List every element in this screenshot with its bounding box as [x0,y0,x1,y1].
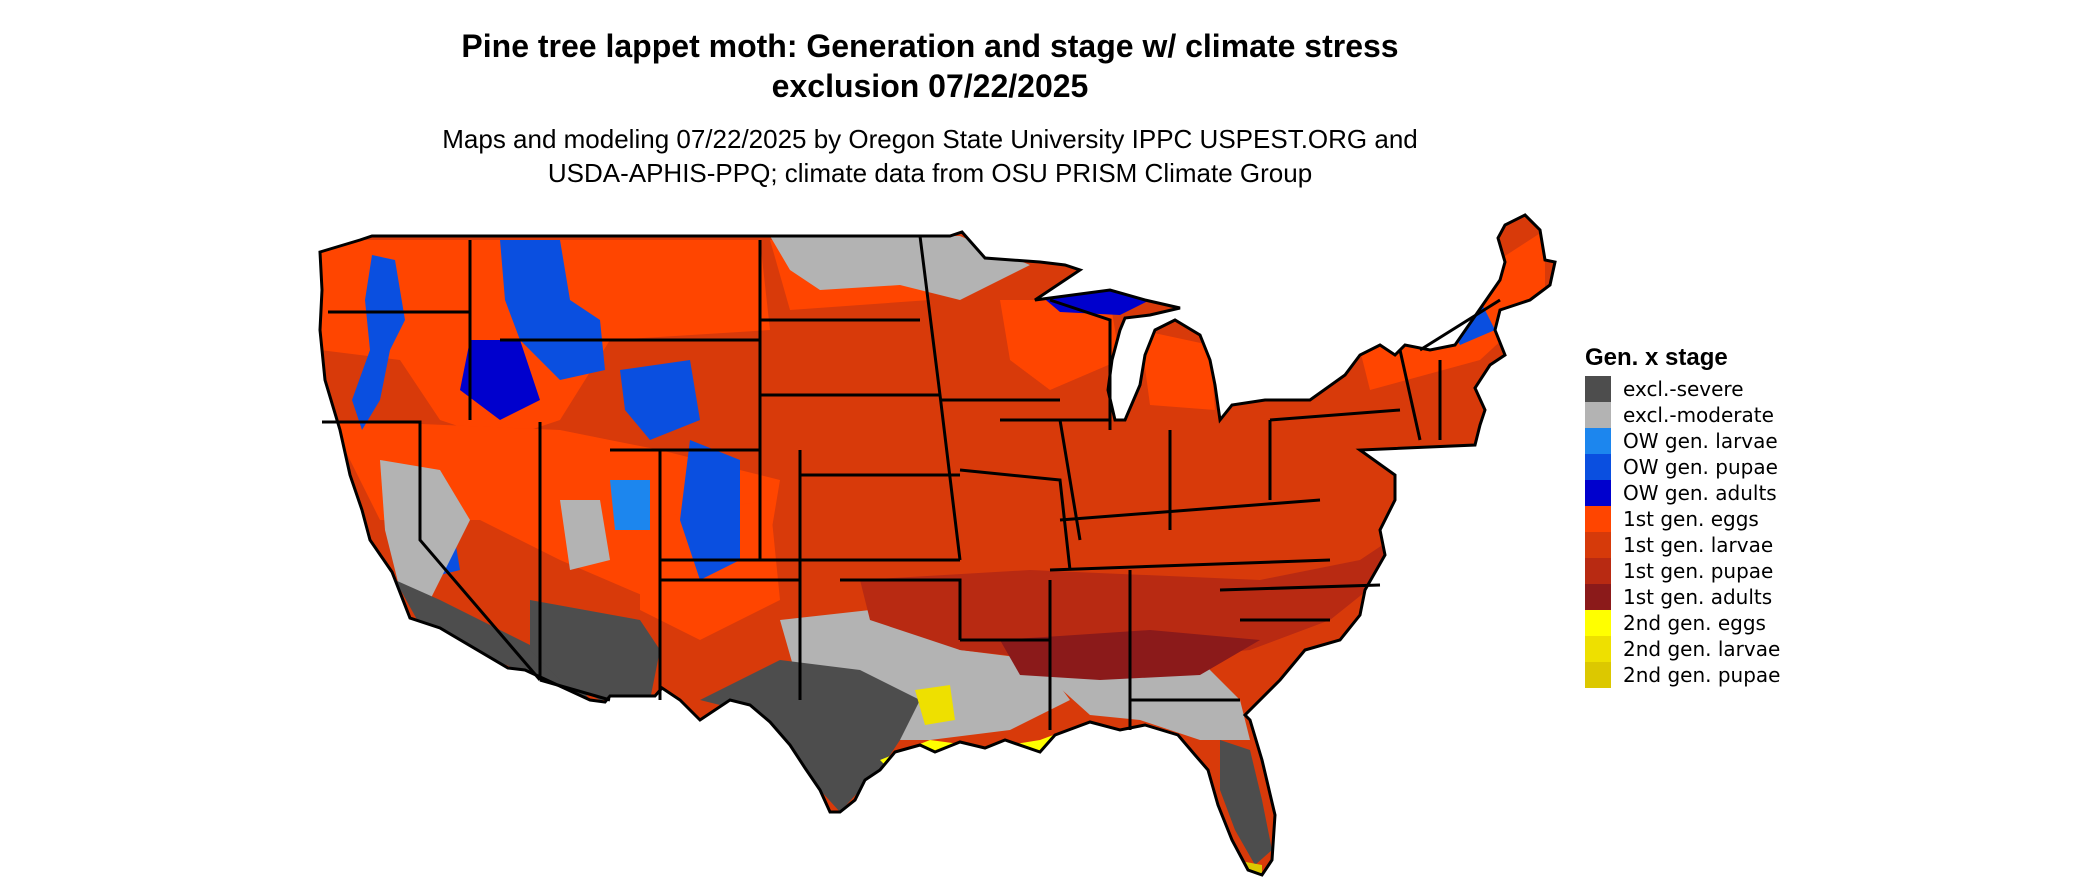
legend-label: 2nd gen. eggs [1623,611,1766,635]
region-ow-colorado [680,440,740,580]
legend-label: 2nd gen. larvae [1623,637,1781,661]
legend-title: Gen. x stage [1585,344,1728,371]
legend-swatch [1585,636,1611,662]
legend-swatch [1585,376,1611,402]
legend-swatch [1585,506,1611,532]
region-ow-northern-rockies [500,240,605,380]
legend-swatch [1585,610,1611,636]
legend-item: excl.-severe [1585,376,1885,402]
map-title-line-1: Pine tree lappet moth: Generation and st… [461,28,1399,64]
map-subtitle-line-1: Maps and modeling 07/22/2025 by Oregon S… [442,124,1418,154]
legend-swatch [1585,480,1611,506]
map-subtitle-line-2: USDA-APHIS-PPQ; climate data from OSU PR… [547,158,1313,188]
legend-swatch [1585,558,1611,584]
stage-regions [320,230,1545,875]
legend-label: excl.-severe [1623,377,1744,401]
region-2nd-gen-louisiana [915,685,955,725]
border-ky-north [1059,498,1321,522]
border-ny-ne [1398,349,1422,441]
region-excl-moderate-minnesota [770,236,1030,300]
legend-item: 1st gen. larvae [1585,532,1885,558]
border-mo-east [959,468,1072,571]
legend-label: OW gen. adults [1623,481,1777,505]
region-ow-idaho [460,340,540,420]
legend-swatch [1585,402,1611,428]
legend-label: 2nd gen. pupae [1623,663,1781,687]
legend-label: 1st gen. pupae [1623,559,1774,583]
region-ow-wyoming [620,360,700,440]
region-excl-moderate-utah [560,500,610,570]
region-1st-eggs-new-england [1360,230,1545,390]
state-borders [318,213,1557,877]
region-excl-severe-florida [1220,740,1272,865]
border-pa-ny [1269,408,1401,422]
legend-item: OW gen. pupae [1585,454,1885,480]
legend-item: 1st gen. adults [1585,584,1885,610]
map-title-line-2: exclusion 07/22/2025 [771,68,1089,104]
region-1st-pupae-south [860,540,1390,660]
border-ca-az [539,678,611,702]
border-mi-wi [1049,298,1112,430]
border-mn-east [918,235,962,561]
border-nv-ca [322,420,542,681]
legend-swatch [1585,454,1611,480]
legend-swatch [1585,662,1611,688]
region-excl-severe-texas [700,660,920,812]
border-va-nc [1219,583,1381,592]
border-il-in [1058,419,1082,541]
legend-label: 1st gen. larvae [1623,533,1774,557]
legend-items: excl.-severe excl.-moderate OW gen. larvae… [1585,376,1885,688]
legend-item: 1st gen. eggs [1585,506,1885,532]
legend-item: 2nd gen. larvae [1585,636,1885,662]
legend-item: excl.-moderate [1585,402,1885,428]
legend-label: excl.-moderate [1623,403,1774,427]
legend-label: OW gen. larvae [1623,429,1778,453]
region-ow-cascades [352,255,405,430]
border-tx-north [840,578,962,640]
region-ow-utah [610,480,650,530]
legend-swatch [1585,584,1611,610]
legend-item: 2nd gen. eggs [1585,610,1885,636]
legend-item: 1st gen. pupae [1585,558,1885,584]
legend-item: 2nd gen. pupae [1585,662,1885,688]
legend-swatch [1585,428,1611,454]
border-tn-north [1049,558,1331,572]
region-excl-moderate-nevada [380,460,470,600]
legend-item: OW gen. larvae [1585,428,1885,454]
legend-label: OW gen. pupae [1623,455,1778,479]
legend-swatch [1585,532,1611,558]
legend-item: OW gen. adults [1585,480,1885,506]
border-new-england [1419,298,1501,440]
region-excl-severe-arizona [530,600,660,700]
map-legend: Gen. x stage excl.-severe excl.-moderate O… [1585,340,1885,688]
legend-label: 1st gen. eggs [1623,507,1759,531]
region-1st-eggs-michigan [1140,330,1215,410]
legend-label: 1st gen. adults [1623,585,1773,609]
region-1st-eggs-great-lakes [1000,300,1120,390]
